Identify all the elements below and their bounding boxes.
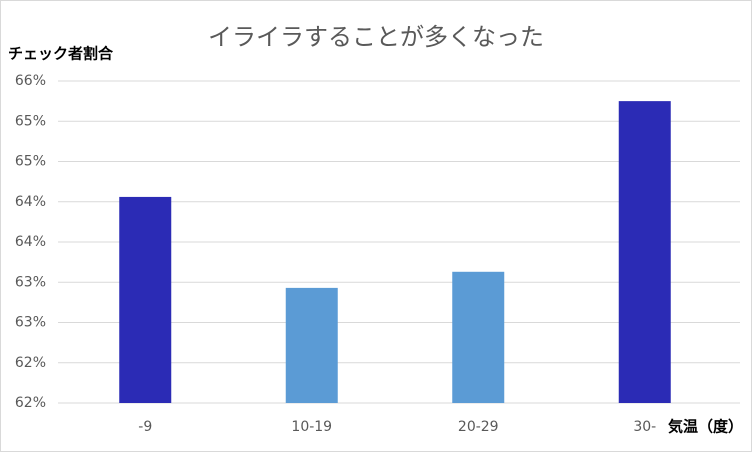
y-tick-label: 64%	[15, 234, 46, 250]
y-tick-label: 64%	[15, 194, 46, 210]
y-tick-label: 63%	[15, 315, 46, 331]
x-tick-label: 10-19	[291, 419, 332, 435]
x-tick-label: 20-29	[458, 419, 499, 435]
y-tick-label: 66%	[15, 73, 46, 89]
bar	[285, 287, 338, 403]
x-tick-label: 30-	[633, 419, 656, 435]
x-axis-label: 気温（度）	[668, 418, 743, 436]
bar	[618, 101, 671, 403]
bar	[452, 271, 505, 403]
y-axis-label: チェック者割合	[8, 45, 114, 63]
x-tick-label: -9	[138, 419, 152, 435]
bar	[119, 196, 172, 403]
chart-title: イライラすることが多くなった	[208, 23, 544, 51]
y-tick-label: 65%	[15, 113, 46, 129]
y-tick-label: 65%	[15, 154, 46, 170]
y-tick-label: 63%	[15, 274, 46, 290]
y-tick-label: 62%	[15, 395, 46, 411]
y-tick-label: 62%	[15, 355, 46, 371]
